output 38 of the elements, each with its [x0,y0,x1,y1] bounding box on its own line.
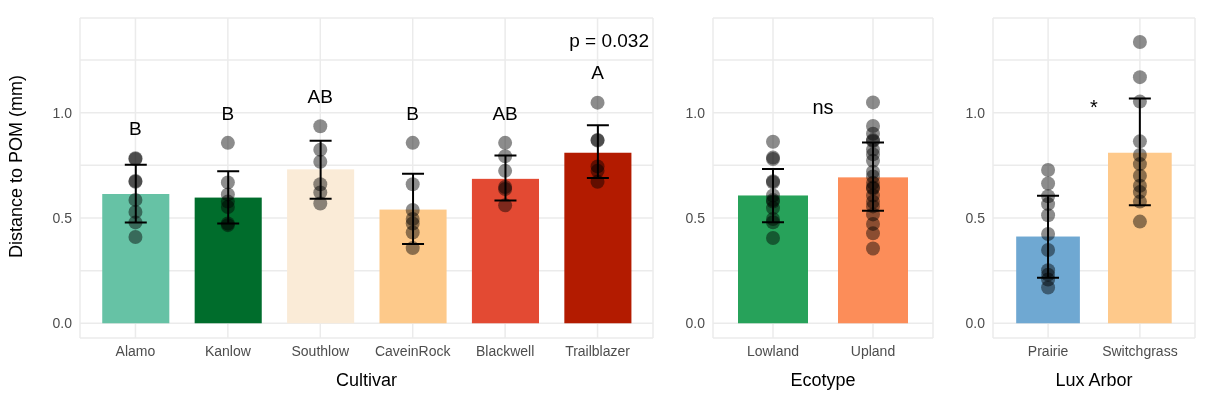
bar [102,194,170,324]
annotation: * [1089,96,1099,119]
bar [194,197,262,324]
annotation: B [406,102,420,124]
y-tick-label: 1.0 [965,104,986,121]
y-tick-label: 0.0 [685,315,706,332]
y-tick-label: 0.0 [52,315,73,332]
y-tick-label: 0.5 [965,209,986,226]
x-tick-label: Upland [850,342,896,359]
x-tick-label: Alamo [115,342,156,359]
y-tick-label: 0.5 [685,209,706,226]
bar [287,169,355,324]
x-tick-label: Blackwell [475,342,535,359]
bar [471,178,539,324]
x-tick-label: CaveinRock [374,342,452,359]
y-tick-label: 1.0 [52,104,73,121]
y-tick-label: 0.5 [52,209,73,226]
x-tick-label: Trailblazer [565,342,631,359]
bar [379,209,447,324]
x-tick-label: Switchgrass [1102,342,1178,359]
annotation: B [129,117,142,139]
x-tick-label: Southlow [291,342,350,359]
annotation: AB [307,85,333,107]
x-axis-title: Ecotype [790,370,856,390]
x-tick-label: Kanlow [204,342,252,359]
y-axis-title: Distance to POM (mm) [6,74,27,258]
annotation: A [591,62,605,84]
annotation: AB [492,102,518,124]
x-tick-label: Lowland [746,342,800,359]
annotation: ns [811,96,835,119]
y-tick-label: 1.0 [685,104,706,121]
x-tick-label: Prairie [1027,342,1069,359]
x-axis-title: Cultivar [335,370,398,390]
bar [564,152,632,324]
annotation: p = 0.032 [569,30,649,52]
x-axis-title: Lux Arbor [1055,370,1133,390]
y-tick-label: 0.0 [965,315,986,332]
annotation: B [221,102,235,124]
